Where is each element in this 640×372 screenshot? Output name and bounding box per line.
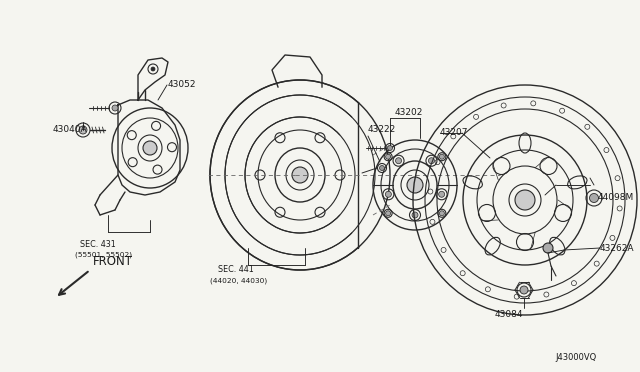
Circle shape xyxy=(543,243,553,253)
Text: SEC. 441: SEC. 441 xyxy=(218,265,253,274)
Text: (44020, 44030): (44020, 44030) xyxy=(210,277,268,283)
Circle shape xyxy=(143,141,157,155)
Circle shape xyxy=(520,286,528,294)
Text: FRONT: FRONT xyxy=(93,255,133,268)
Circle shape xyxy=(380,166,385,170)
Circle shape xyxy=(387,145,392,151)
Text: 43040A: 43040A xyxy=(53,125,88,134)
Text: J43000VQ: J43000VQ xyxy=(555,353,596,362)
Text: 43262A: 43262A xyxy=(600,244,634,253)
Circle shape xyxy=(412,212,418,218)
Circle shape xyxy=(386,211,390,216)
Circle shape xyxy=(112,105,118,111)
Circle shape xyxy=(438,191,445,197)
Circle shape xyxy=(440,154,444,159)
Circle shape xyxy=(515,190,535,210)
Circle shape xyxy=(386,154,390,159)
Text: 44098M: 44098M xyxy=(598,193,634,202)
Text: 43052: 43052 xyxy=(168,80,196,89)
Circle shape xyxy=(385,191,392,197)
Text: 43222: 43222 xyxy=(368,125,396,134)
Text: 43207: 43207 xyxy=(440,128,468,137)
Circle shape xyxy=(589,193,598,202)
Circle shape xyxy=(407,177,423,193)
Circle shape xyxy=(396,158,401,164)
Circle shape xyxy=(292,167,308,183)
Circle shape xyxy=(440,211,444,216)
Circle shape xyxy=(428,158,435,164)
Circle shape xyxy=(79,126,87,134)
Text: (55501, 55502): (55501, 55502) xyxy=(75,252,132,259)
Text: 43084: 43084 xyxy=(495,310,524,319)
Text: 43202: 43202 xyxy=(395,108,424,117)
Circle shape xyxy=(151,67,155,71)
Text: SEC. 431: SEC. 431 xyxy=(80,240,116,249)
